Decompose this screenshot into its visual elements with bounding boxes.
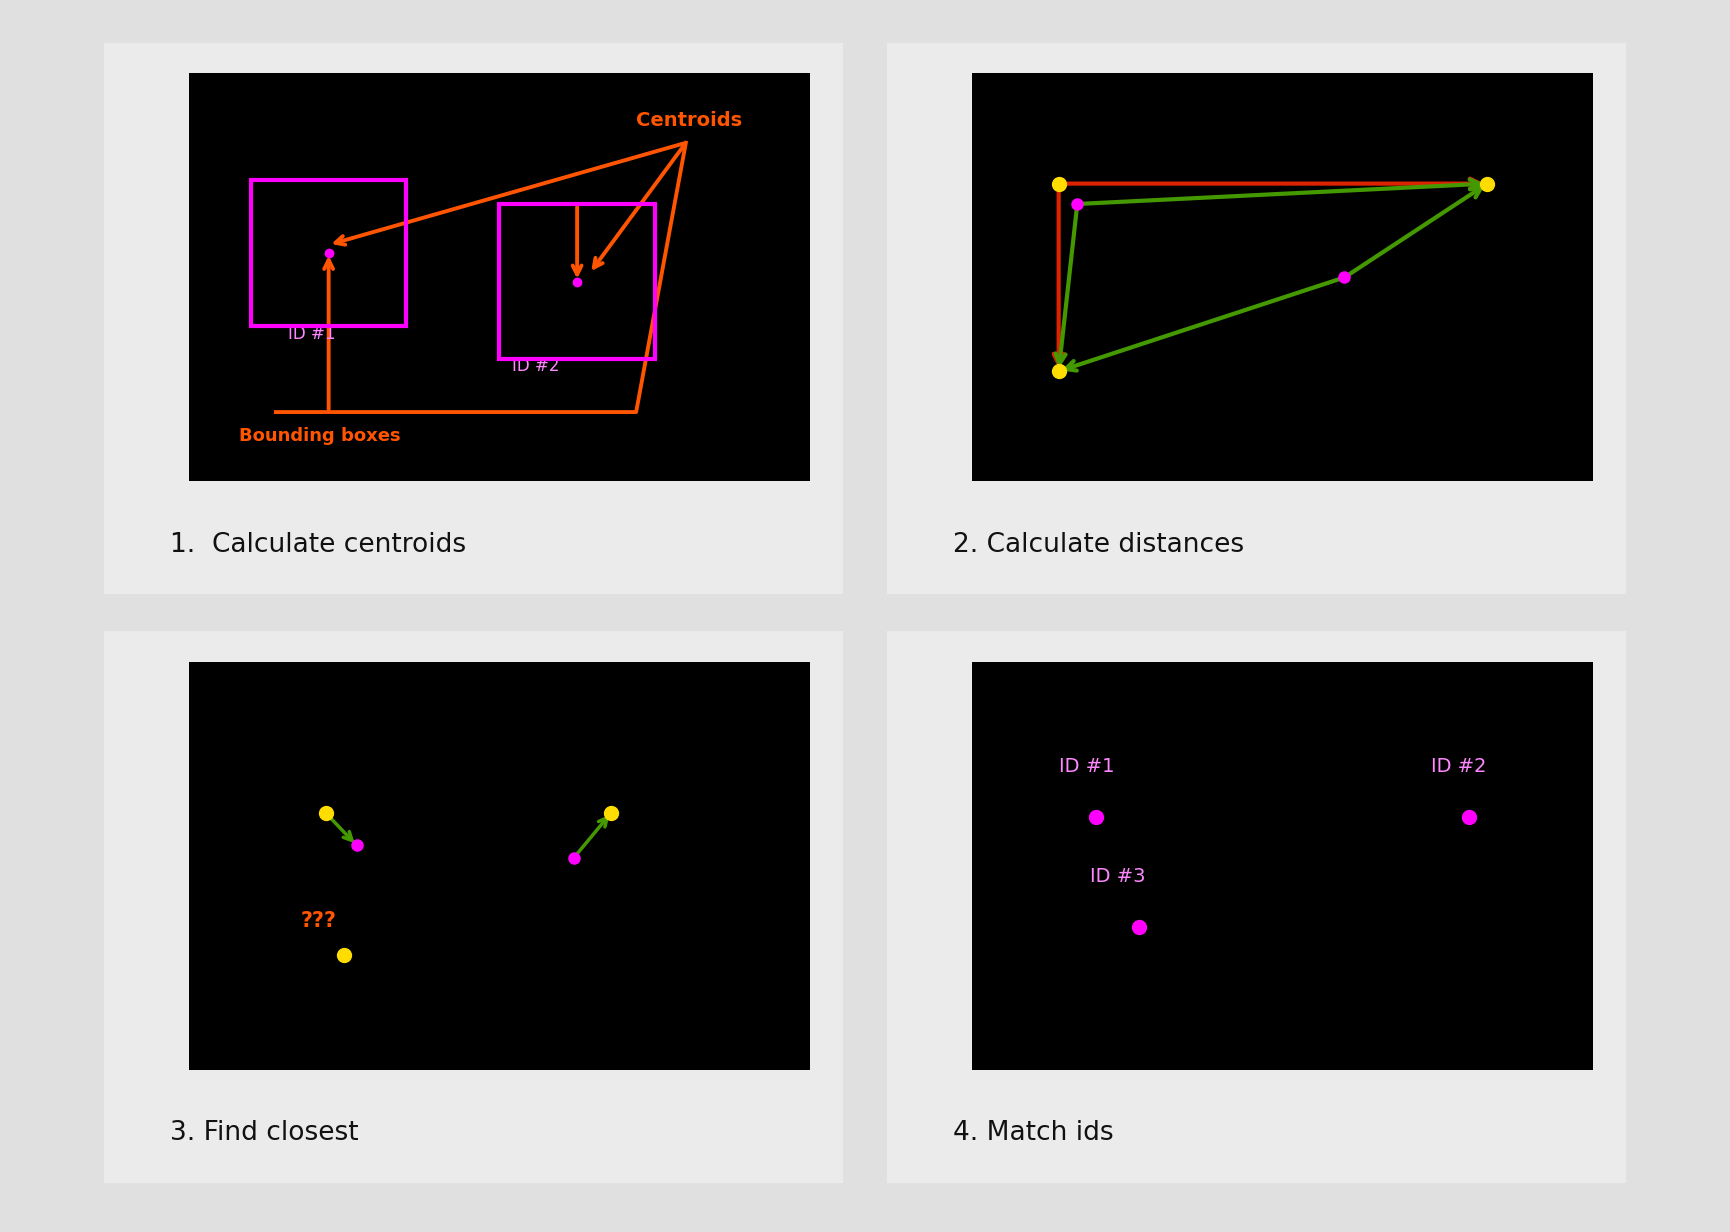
Text: ID #2: ID #2 bbox=[1431, 756, 1486, 776]
Text: 1.  Calculate centroids: 1. Calculate centroids bbox=[170, 532, 467, 558]
Text: Centroids: Centroids bbox=[637, 111, 742, 131]
Bar bbox=[251, 180, 407, 326]
Text: 3. Find closest: 3. Find closest bbox=[170, 1120, 360, 1146]
Text: ID #1: ID #1 bbox=[289, 324, 336, 342]
FancyBboxPatch shape bbox=[97, 38, 851, 600]
Text: 4. Match ids: 4. Match ids bbox=[953, 1120, 1114, 1146]
Text: ID #2: ID #2 bbox=[512, 357, 559, 376]
FancyBboxPatch shape bbox=[879, 38, 1633, 600]
Text: ID #1: ID #1 bbox=[1059, 756, 1114, 776]
Text: ???: ??? bbox=[301, 910, 337, 931]
Bar bbox=[500, 205, 654, 359]
FancyBboxPatch shape bbox=[879, 626, 1633, 1188]
FancyBboxPatch shape bbox=[97, 626, 851, 1188]
Text: Bounding boxes: Bounding boxes bbox=[239, 426, 400, 445]
Text: ID #3: ID #3 bbox=[1090, 867, 1145, 886]
Text: 2. Calculate distances: 2. Calculate distances bbox=[953, 532, 1244, 558]
